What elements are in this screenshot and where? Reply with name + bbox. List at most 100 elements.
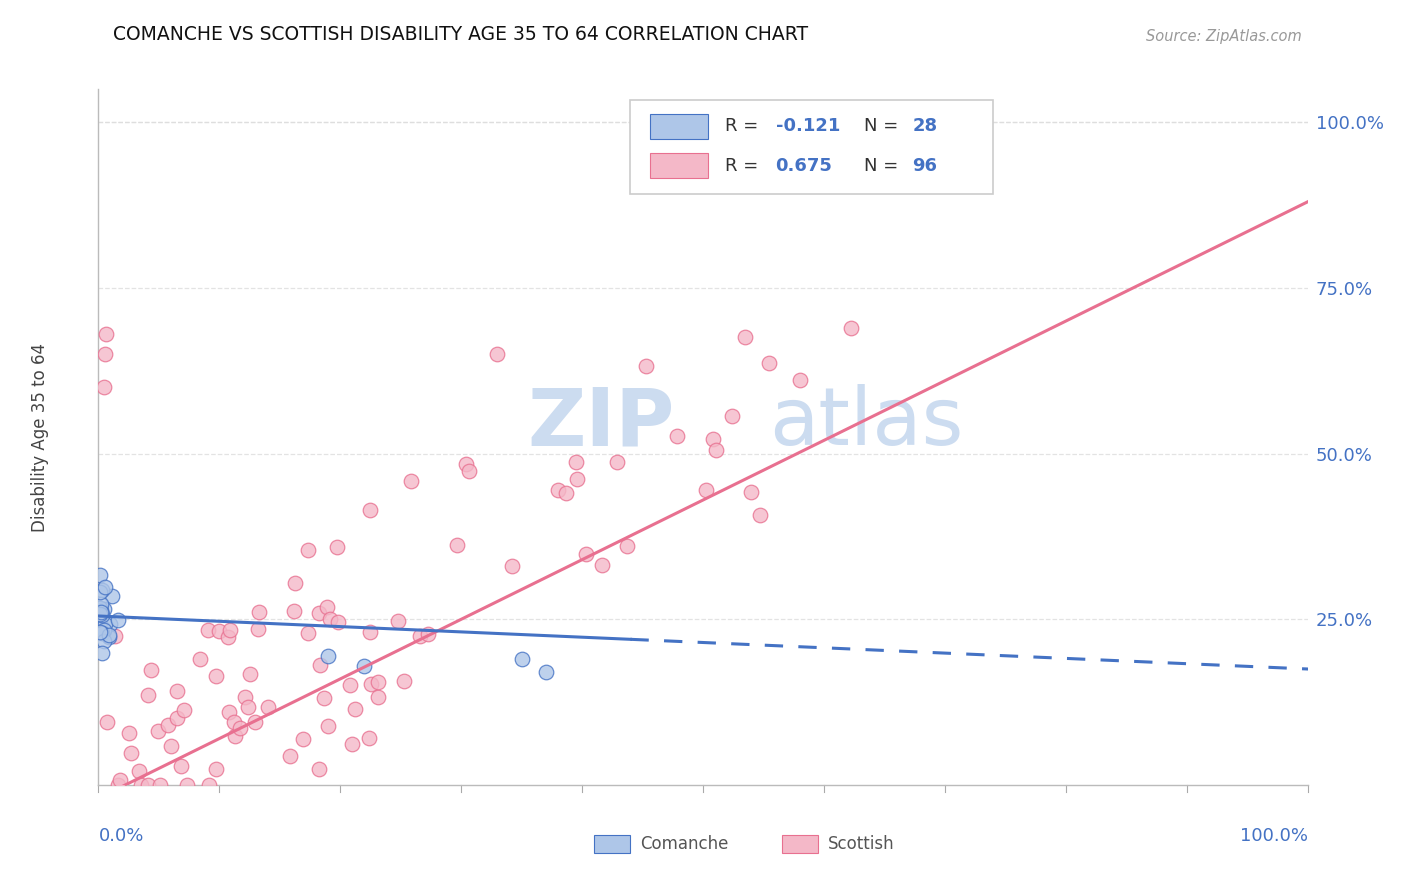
FancyBboxPatch shape	[782, 835, 818, 853]
Point	[90, 604, 112, 618]
Point	[314, 691, 336, 706]
Point	[149, 778, 172, 792]
Point	[218, 623, 240, 637]
Point	[107, 613, 129, 627]
Point	[387, 615, 409, 629]
Point	[575, 547, 598, 561]
Point	[510, 652, 533, 666]
Text: 100.0%: 100.0%	[1240, 827, 1308, 845]
Point	[93, 634, 115, 648]
Text: N =: N =	[863, 117, 904, 135]
Point	[360, 677, 382, 691]
Point	[344, 702, 367, 716]
Point	[239, 667, 262, 681]
Point	[749, 508, 772, 522]
Point	[297, 543, 319, 558]
Point	[236, 700, 259, 714]
Point	[283, 576, 305, 591]
Point	[96, 327, 118, 342]
Point	[208, 624, 231, 639]
Point	[205, 669, 228, 683]
Point	[316, 648, 339, 663]
Point	[89, 617, 111, 632]
Point	[721, 409, 744, 423]
Point	[401, 474, 423, 488]
Text: 0.0%: 0.0%	[98, 827, 143, 845]
Point	[188, 652, 211, 666]
Point	[706, 442, 728, 457]
Point	[326, 615, 349, 630]
Text: 28: 28	[912, 117, 938, 135]
Point	[591, 558, 613, 573]
Point	[357, 731, 380, 746]
Text: N =: N =	[863, 157, 904, 175]
Point	[458, 464, 481, 478]
FancyBboxPatch shape	[650, 153, 707, 178]
Point	[107, 778, 129, 792]
Point	[243, 715, 266, 730]
Point	[93, 347, 115, 361]
Point	[308, 762, 330, 776]
Point	[146, 723, 169, 738]
Point	[89, 625, 111, 640]
Point	[91, 625, 114, 640]
Point	[91, 607, 114, 622]
Point	[315, 600, 337, 615]
Point	[104, 629, 127, 643]
Text: ZIP: ZIP	[527, 384, 675, 462]
Point	[89, 601, 111, 615]
Point	[257, 699, 280, 714]
Point	[565, 454, 588, 468]
Point	[136, 689, 159, 703]
Point	[486, 347, 509, 361]
Text: Scottish: Scottish	[828, 835, 894, 853]
Point	[93, 601, 115, 615]
Point	[446, 538, 468, 552]
Point	[326, 541, 349, 555]
Point	[89, 567, 111, 582]
Point	[555, 485, 578, 500]
FancyBboxPatch shape	[595, 835, 630, 853]
Point	[131, 778, 153, 792]
Text: atlas: atlas	[769, 384, 965, 462]
Point	[367, 690, 389, 704]
Point	[93, 380, 115, 394]
Point	[89, 585, 111, 599]
Point	[605, 455, 627, 469]
Point	[233, 690, 256, 704]
Point	[205, 763, 228, 777]
Point	[156, 718, 179, 732]
Point	[89, 607, 111, 622]
Point	[89, 622, 111, 636]
Point	[319, 612, 342, 626]
Text: 96: 96	[912, 157, 938, 175]
Point	[297, 626, 319, 640]
Text: Source: ZipAtlas.com: Source: ZipAtlas.com	[1146, 29, 1302, 44]
Point	[501, 558, 523, 573]
Point	[247, 605, 270, 619]
Point	[198, 778, 221, 792]
Point	[217, 630, 239, 644]
Point	[418, 627, 440, 641]
Point	[229, 721, 252, 735]
Point	[97, 628, 120, 642]
Point	[359, 502, 381, 516]
Point	[169, 758, 191, 772]
Point	[173, 703, 195, 717]
Point	[409, 629, 432, 643]
FancyBboxPatch shape	[630, 100, 993, 194]
Point	[166, 711, 188, 725]
Point	[666, 429, 689, 443]
Point	[224, 729, 246, 743]
Point	[702, 432, 724, 446]
Point	[758, 356, 780, 370]
Point	[392, 674, 415, 689]
Text: -0.121: -0.121	[776, 117, 839, 135]
Point	[159, 739, 181, 753]
Point	[90, 606, 112, 620]
Point	[218, 705, 240, 719]
Point	[616, 539, 638, 553]
Text: Comanche: Comanche	[640, 835, 728, 853]
Point	[634, 359, 657, 374]
Point	[359, 625, 381, 640]
